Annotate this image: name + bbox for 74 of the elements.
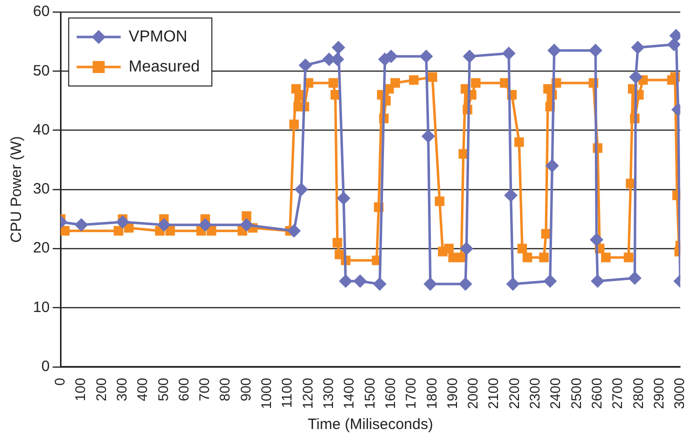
point [463,50,476,63]
point [332,41,345,54]
point [240,218,253,232]
y-tick-label: 0 [41,358,50,375]
x-tick-label: 1500 [361,378,378,410]
x-tick-label: 1100 [278,378,295,408]
point [548,44,560,57]
point [628,272,642,284]
point [158,218,170,232]
y-tick-label: 20 [32,240,50,257]
y-tick-label: 10 [32,298,50,316]
x-tick-label: 1200 [299,378,316,410]
point [295,183,308,196]
point [544,274,556,288]
x-tick-label: 300 [113,378,130,402]
point [459,278,472,290]
point [337,192,350,205]
x-tick-label: 1700 [402,378,419,410]
x-tick-label: 900 [237,378,254,402]
x-tick-label: 2100 [485,378,502,410]
point [591,274,604,288]
x-tick-label: 3000 [671,378,688,410]
point [424,278,437,290]
x-tick-label: 2300 [526,378,543,410]
x-tick-label: 800 [216,378,233,402]
x-tick-label: 2700 [609,378,626,410]
point [420,50,432,63]
point [354,274,366,288]
point [630,70,642,84]
point [373,278,386,290]
y-tick-label: 50 [32,62,50,80]
x-tick-label: 1900 [444,378,460,410]
y-tick-label: 30 [32,180,50,198]
point [75,218,88,232]
x-tick-label: 1400 [340,378,357,410]
point [339,274,352,288]
y-axis-title: CPU Power (W) [8,136,26,243]
x-tick-label: 2600 [588,378,604,410]
point [668,38,680,51]
x-tick-label: 1300 [320,378,336,410]
point [589,44,602,57]
x-tick-label: 0 [52,378,68,386]
x-tick-label: 600 [175,378,192,402]
point [460,242,473,255]
point [504,189,518,202]
x-tick-label: 2800 [630,378,646,410]
y-tick-label: 60 [32,3,50,20]
point [299,58,312,72]
point [632,41,644,54]
legend-label: VPMON [128,28,188,46]
x-tick-label: 1000 [258,378,274,410]
x-tick-label: 200 [92,378,109,402]
point [422,130,435,142]
y-tick-label: 40 [32,121,50,138]
legend-label: Measured [128,58,200,76]
point [198,218,212,232]
point [590,233,603,246]
point [502,47,516,60]
x-tick-label: 1600 [382,378,398,410]
x-tick-label: 500 [154,378,171,402]
point [288,224,300,238]
x-tick-label: 2200 [506,378,522,410]
x-tick-label: 1800 [423,378,440,410]
point [506,278,520,290]
x-tick-label: 100 [72,378,88,402]
x-tick-label: 2500 [568,378,584,410]
x-tick-label: 2400 [547,378,564,410]
x-axis-title: Time (Miliseconds) [308,416,434,434]
x-tick-label: 400 [134,378,150,402]
x-tick-label: 700 [196,378,212,402]
x-tick-label: 2000 [464,378,481,410]
x-tick-label: 2900 [650,378,666,410]
point [546,160,558,172]
point [116,216,129,228]
